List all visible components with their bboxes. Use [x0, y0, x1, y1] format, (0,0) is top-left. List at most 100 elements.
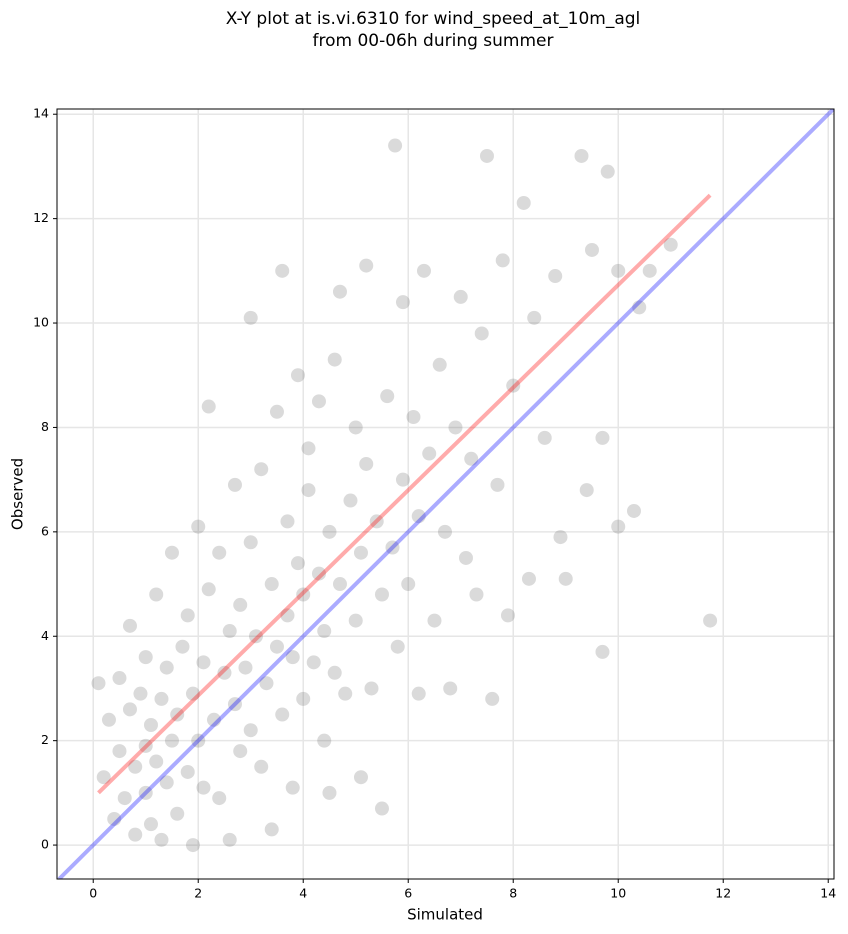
- point: [149, 754, 164, 769]
- point: [448, 420, 463, 435]
- point: [222, 624, 237, 639]
- point: [584, 242, 599, 257]
- point: [122, 618, 137, 633]
- point: [290, 556, 305, 571]
- point: [206, 712, 221, 727]
- point: [327, 665, 342, 680]
- point: [212, 791, 227, 806]
- point: [464, 451, 479, 466]
- point: [201, 399, 216, 414]
- point: [112, 744, 127, 759]
- point: [296, 587, 311, 602]
- point: [138, 785, 153, 800]
- point: [411, 509, 426, 524]
- x-tick-label: 14: [820, 886, 836, 901]
- point: [364, 681, 379, 696]
- point: [642, 263, 657, 278]
- point: [458, 550, 473, 565]
- point: [595, 644, 610, 659]
- point: [474, 326, 489, 341]
- point: [385, 540, 400, 555]
- point: [138, 738, 153, 753]
- point: [269, 639, 284, 654]
- point: [154, 691, 169, 706]
- point: [275, 707, 290, 722]
- point: [469, 587, 484, 602]
- chart-title: X-Y plot at is.vi.6310 for wind_speed_at…: [225, 9, 641, 51]
- point: [353, 770, 368, 785]
- y-tick-label: 14: [33, 106, 49, 121]
- point: [254, 759, 269, 774]
- point: [117, 791, 132, 806]
- point: [296, 691, 311, 706]
- point: [112, 671, 127, 686]
- point: [248, 629, 263, 644]
- point: [164, 545, 179, 560]
- point: [128, 759, 143, 774]
- point: [506, 378, 521, 393]
- point: [149, 587, 164, 602]
- point: [196, 780, 211, 795]
- point: [322, 524, 337, 539]
- point: [553, 530, 568, 545]
- point: [180, 608, 195, 623]
- point: [432, 357, 447, 372]
- point: [233, 597, 248, 612]
- point: [490, 477, 505, 492]
- point: [574, 148, 589, 163]
- point: [579, 483, 594, 498]
- plot-area: [57, 109, 834, 879]
- point: [422, 446, 437, 461]
- y-tick-label: 2: [41, 732, 49, 747]
- point: [143, 817, 158, 832]
- point: [479, 148, 494, 163]
- point: [485, 691, 500, 706]
- point: [285, 650, 300, 665]
- point: [348, 420, 363, 435]
- point: [343, 493, 358, 508]
- point: [201, 582, 216, 597]
- x-tick-label: 0: [89, 886, 97, 901]
- point: [143, 718, 158, 732]
- point: [175, 639, 190, 654]
- point: [222, 832, 237, 847]
- point: [185, 838, 200, 853]
- point: [269, 404, 284, 419]
- point: [164, 733, 179, 748]
- point: [275, 263, 290, 278]
- point: [217, 665, 232, 680]
- point: [311, 566, 326, 581]
- point: [243, 723, 258, 738]
- point: [611, 519, 626, 534]
- point: [227, 697, 242, 712]
- point: [301, 483, 316, 498]
- point: [159, 775, 174, 790]
- point: [280, 608, 295, 623]
- point: [626, 503, 641, 518]
- point: [453, 289, 468, 304]
- point: [170, 806, 185, 821]
- point: [332, 284, 347, 299]
- y-tick-label: 0: [41, 837, 49, 852]
- x-tick-label: 10: [610, 886, 626, 901]
- fit-line: [57, 109, 834, 879]
- point: [227, 477, 242, 492]
- point: [703, 613, 718, 628]
- point: [527, 310, 542, 325]
- point: [537, 430, 552, 445]
- point: [191, 519, 206, 534]
- point: [212, 545, 227, 560]
- point: [301, 441, 316, 456]
- point: [380, 389, 395, 404]
- point: [359, 456, 374, 471]
- point: [180, 764, 195, 779]
- point: [395, 472, 410, 487]
- point: [96, 770, 111, 785]
- fit-line: [97, 193, 712, 795]
- point: [243, 310, 258, 325]
- y-tick-label: 6: [41, 523, 49, 538]
- point: [238, 660, 253, 675]
- point: [374, 801, 389, 816]
- y-tick-label: 10: [33, 315, 49, 330]
- point: [322, 785, 337, 800]
